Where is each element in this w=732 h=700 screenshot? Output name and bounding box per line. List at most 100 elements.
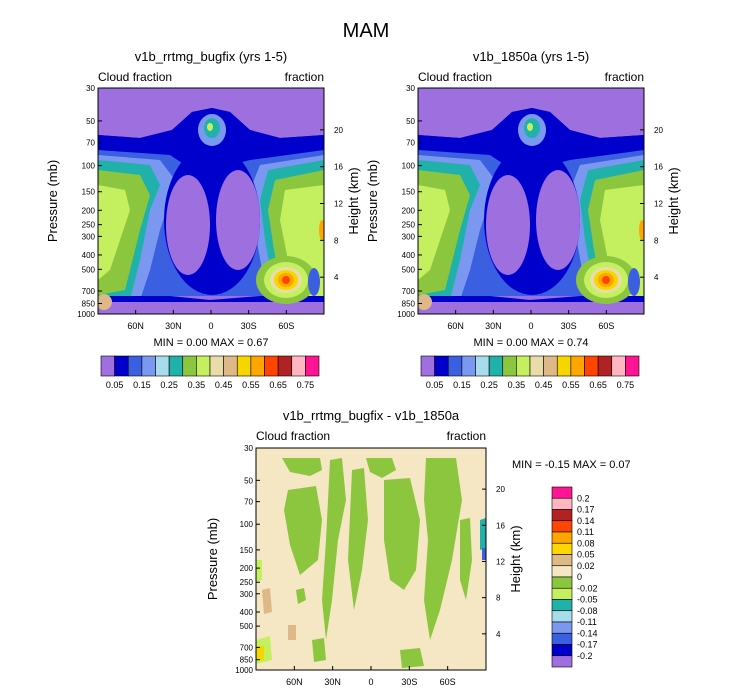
page-title: MAM (343, 20, 390, 42)
colorbar-swatch (155, 355, 170, 377)
colorbar-swatch (551, 644, 573, 657)
pressure-tick-label: 500 (240, 622, 254, 631)
colorbar-swatch (551, 486, 573, 499)
colorbar-swatch (236, 355, 252, 377)
pressure-tick-label: 850 (240, 656, 254, 665)
pressure-tick-label: 500 (402, 265, 416, 274)
colorbar-label: 0.05 (577, 550, 595, 560)
panel-2-right-label: fraction (605, 70, 644, 84)
colorbar-label: 0.11 (577, 527, 594, 537)
colorbar-swatch (551, 520, 573, 533)
panel-1-right-label: fraction (285, 70, 324, 84)
lat-tick-label: 60N (127, 321, 144, 331)
pressure-tick-label: 100 (240, 520, 254, 529)
height-tick-label: 16 (496, 521, 505, 530)
colorbar-label: 0.35 (188, 380, 206, 390)
lat-tick-label: 60S (440, 677, 456, 687)
pressure-tick-label: 100 (402, 162, 416, 171)
colorbar-label: 0.02 (577, 561, 595, 571)
colorbar-label: 0.75 (297, 380, 315, 390)
colorbar-swatch (223, 355, 238, 377)
panel-2-contour (418, 88, 644, 314)
colorbar-swatch (551, 587, 573, 600)
colorbar-swatch (551, 621, 573, 634)
lat-tick-label: 60N (447, 321, 464, 331)
lat-tick-label: 0 (368, 677, 373, 687)
pressure-tick-label: 850 (402, 300, 416, 309)
height-tick-label: 12 (334, 200, 343, 209)
lat-tick-label: 30S (401, 677, 417, 687)
colorbar-swatch (551, 531, 573, 544)
colorbar-swatch (625, 355, 640, 377)
colorbar-swatch (551, 509, 573, 522)
pressure-tick-label: 30 (244, 444, 253, 453)
pressure-tick-label: 300 (240, 590, 254, 599)
pressure-tick-label: 150 (240, 546, 254, 555)
panel-2: v1b_1850a (yrs 1-5) Cloud fraction fract… (365, 49, 681, 390)
colorbar-swatch (529, 355, 544, 377)
pressure-tick-label: 1000 (77, 310, 95, 319)
colorbar-label: 0.17 (577, 505, 595, 515)
pressure-tick-label: 300 (402, 232, 416, 241)
pressure-tick-label: 700 (240, 643, 254, 652)
colorbar-label: 0.65 (589, 380, 607, 390)
pressure-tick-label: 400 (402, 251, 416, 260)
colorbar-swatch (556, 355, 572, 377)
colorbar-swatch (291, 355, 306, 377)
pressure-tick-label: 70 (406, 139, 415, 148)
panel-1-contour (98, 88, 324, 314)
colorbar-swatch (475, 355, 490, 377)
colorbar-swatch (551, 576, 573, 589)
colorbar-swatch (434, 355, 449, 377)
colorbar-swatch (100, 355, 115, 377)
colorbar-swatch (209, 355, 224, 377)
pressure-tick-label: 30 (86, 84, 95, 93)
colorbar-label: 0.65 (269, 380, 287, 390)
panel-1-stats: MIN = 0.00 MAX = 0.67 (154, 337, 269, 349)
colorbar-swatch (250, 355, 265, 377)
colorbar-label: -0.02 (577, 583, 598, 593)
pressure-tick-label: 50 (406, 117, 415, 126)
height-tick-label: 20 (654, 126, 663, 135)
colorbar-swatch (516, 355, 531, 377)
colorbar-label: -0.11 (577, 617, 597, 627)
pressure-tick-label: 200 (402, 206, 416, 215)
panel-1-title: v1b_rrtmg_bugfix (yrs 1-5) (135, 49, 287, 64)
lat-tick-label: 0 (528, 321, 533, 331)
colorbar-label: 0.15 (133, 380, 151, 390)
colorbar-label: 0.75 (617, 380, 635, 390)
colorbar-label: 0.35 (508, 380, 526, 390)
pressure-tick-label: 250 (402, 221, 416, 230)
colorbar-swatch (114, 355, 129, 377)
pressure-tick-label: 500 (82, 265, 96, 274)
height-tick-label: 4 (334, 273, 339, 282)
colorbar-swatch (551, 554, 573, 567)
colorbar-label: 0.55 (242, 380, 260, 390)
pressure-tick-label: 1000 (235, 666, 253, 675)
pressure-tick-label: 250 (240, 578, 254, 587)
colorbar-swatch (488, 355, 504, 377)
colorbar-label: -0.08 (577, 606, 598, 616)
pressure-tick-label: 700 (402, 287, 416, 296)
colorbar-label: -0.05 (577, 595, 598, 605)
colorbar-label: 0.45 (535, 380, 553, 390)
colorbar-swatch (305, 355, 320, 377)
colorbar-label: 0.25 (480, 380, 498, 390)
lat-tick-label: 60S (278, 321, 294, 331)
height-tick-label: 16 (654, 163, 663, 172)
colorbar-swatch (196, 355, 211, 377)
colorbar-label: -0.2 (577, 651, 593, 661)
panel-3-contour (256, 448, 486, 670)
colorbar-label: 0.45 (215, 380, 233, 390)
colorbar-label: 0.05 (426, 380, 444, 390)
pressure-tick-label: 700 (82, 287, 96, 296)
pressure-tick-label: 150 (402, 188, 416, 197)
pressure-tick-label: 70 (86, 139, 95, 148)
pressure-tick-label: 30 (406, 84, 415, 93)
colorbar-swatch (611, 355, 626, 377)
panel-2-ylabel: Pressure (mb) (365, 160, 380, 242)
lat-tick-label: 30S (241, 321, 257, 331)
colorbar-label: 0.05 (106, 380, 124, 390)
colorbar-swatch (584, 355, 599, 377)
lat-tick-label: 30N (165, 321, 182, 331)
